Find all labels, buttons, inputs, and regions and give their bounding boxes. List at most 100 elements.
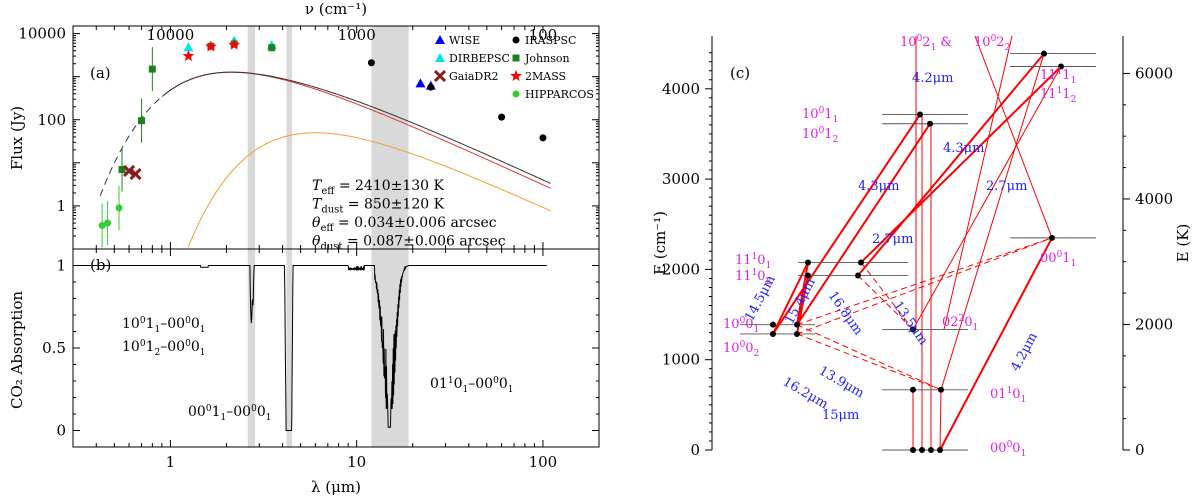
panel-a-ticks: 10000 1000 100 1 100 10000 [18,25,600,250]
panel-c-energy-levels: 0 1000 2000 3000 4000 0 2000 4000 6000 (c) 00001… [651,34,1192,459]
level-label: 11101 [735,252,771,271]
panel-c-ticks: 0 1000 2000 3000 4000 0 2000 4000 6000 [662,52,1173,459]
point-johnson [148,65,156,73]
transition [860,65,1062,264]
level-label: 10002 [723,340,759,359]
legend: WISE IRASPSC DIRBEPSC Johnson GaiaDR2 2MASS HI… [433,34,594,101]
level-dot [937,447,943,453]
point-johnson [138,117,146,125]
level-label: 02201 [942,314,978,333]
panel-a-ylabel: Flux (Jy) [8,106,26,170]
level-dot [1041,50,1047,57]
grey-band-b-0 [247,249,256,447]
panel-b-tag: (b) [90,256,111,274]
c-left-tick-label: 2000 [662,260,700,278]
top-level-label-0: 10021 & [900,34,952,53]
c-left-tick-label: 1000 [662,351,700,369]
wavelength-label-4: 2.7μm [986,179,1027,194]
panel-a-tag: (a) [90,64,111,82]
total-model-dashed [99,90,170,197]
total-model-curve [168,71,551,184]
transition [912,66,1062,330]
annotation-1: Tdust = 850±120 K [312,197,445,216]
transition [857,52,1045,277]
transition [943,35,1013,330]
legend-label-iraspsc: IRASPSC [525,34,576,47]
point-2mass [205,40,217,52]
wavelength-label-8: 13.5μm [890,299,931,348]
level-label: 01101 [990,386,1026,405]
wavelength-label-12: 4.2μm [1008,330,1041,374]
level-dot [1049,234,1055,241]
energy-levels [740,50,1096,453]
legend-marker-iraspsc [512,36,520,44]
sed-points [98,35,547,248]
point-gaiadr2 [123,164,136,177]
point-johnson [118,166,126,174]
legend-label-gaiadr2: GaiaDR2 [449,70,499,83]
panel-a-sed: 10000 1000 100 1 100 10000 (a) WISE IRASPSC DIR… [8,0,600,253]
legend-label-dirbepsc: DIRBEPSC [449,52,510,65]
legend-marker-hipparcos [512,90,520,98]
x-tick-label: 1 [166,453,176,471]
b-y-tick-label: 0.5 [42,339,66,357]
transition [772,262,809,335]
level-dot [910,386,916,393]
star-model-curve [161,71,551,189]
c-right-tick-label: 6000 [1135,64,1173,82]
band-label-2: 00011–00001 [188,404,271,423]
grey-band-b-1 [286,249,293,447]
co2-absorption-curve [78,265,547,431]
panel-b-xlabel: λ (μm) [311,478,361,496]
level-label: 00001 [990,440,1026,459]
transition [796,123,931,326]
b-y-tick-label: 1 [56,257,66,275]
annotation-3: θdust = 0.087±0.006 arcsec [312,234,506,253]
panel-b-ticks: 1 10 100 0 0.5 1 [42,249,600,471]
point-iraspsc [539,134,547,142]
wavelength-label-2: 4.3μm [943,141,984,156]
point-gaiadr2 [129,167,142,181]
model-curves [99,71,551,248]
point-hipparcos [98,222,106,230]
y-tick-label: 100 [37,111,66,129]
grey-band-a-2 [371,26,409,249]
band-label-3: 01101–00001 [430,376,513,395]
panel-c-right-ylabel: E (K) [1174,224,1192,263]
band-label-1: 10012–00001 [122,339,205,358]
level-label: 11112 [1040,86,1076,105]
level-label: 10001 [723,316,759,335]
c-left-tick-label: 4000 [662,80,700,98]
top-level-label-1: 10022 [974,34,1010,53]
transition [857,275,914,330]
point-johnson [268,44,276,52]
point-iraspsc [367,59,375,67]
level-dot [919,447,925,453]
level-dot [928,447,934,453]
legend-label-2mass: 2MASS [525,70,566,83]
level-label: 10012 [802,126,838,145]
level-dot [910,447,916,453]
band-label-0: 10011–00001 [122,316,205,335]
grey-band-a-1 [286,26,293,249]
c-left-tick-label: 3000 [662,170,700,188]
point-hipparcos [115,204,123,212]
band-labels: 10011–00001 10012–00001 00011–00001 01101–0… [122,316,513,423]
level-dot [858,259,864,266]
level-dot [938,386,944,393]
level-dot [770,321,776,328]
annotation-0: Teff = 2410±130 K [312,178,445,197]
transition [796,237,1053,326]
legend-marker-johnson [512,54,520,62]
c-right-tick-label: 4000 [1135,190,1173,208]
level-dot [927,120,933,127]
c-right-tick-label: 0 [1135,441,1145,459]
top-tick-label: 10000 [147,26,195,44]
level-dot [855,272,861,279]
transition [939,389,942,451]
wavelength-label-3: 2.7μm [872,232,913,247]
transitions [772,35,1062,451]
legend-marker-2mass [510,69,522,81]
point-iraspsc [427,83,435,91]
